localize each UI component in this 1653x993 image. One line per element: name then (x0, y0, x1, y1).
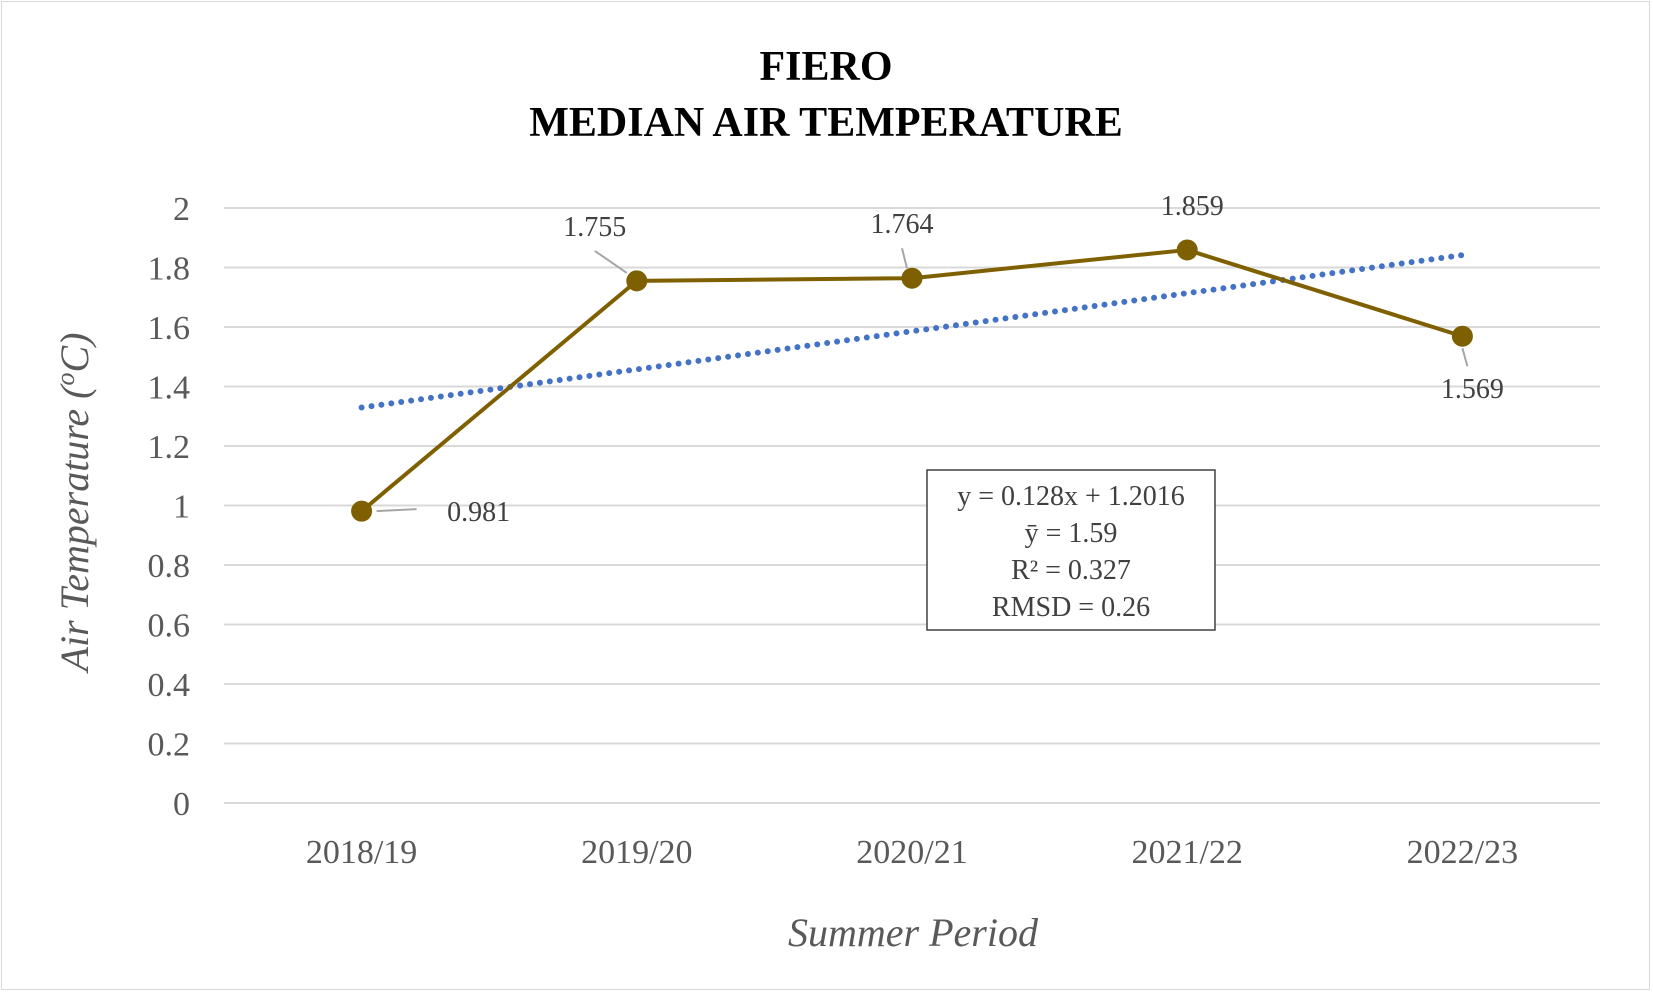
data-label: 1.569 (1441, 374, 1504, 405)
data-label-leaders (376, 247, 1469, 513)
data-label: 0.981 (447, 497, 510, 528)
y-axis-title-sup: o (51, 373, 80, 386)
y-tick-label: 0.4 (148, 667, 191, 704)
chart-title-line-2: MEDIAN AIR TEMPERATURE (529, 100, 1123, 146)
x-tick-label: 2020/21 (856, 834, 967, 871)
stats-box: y = 0.128x + 1.2016 ȳ = 1.59 R² = 0.327 … (926, 469, 1216, 631)
y-tick-label: 0 (173, 786, 190, 823)
chart-title: FIERO MEDIAN AIR TEMPERATURE (529, 44, 1123, 146)
x-tick-labels: 2018/19 2019/20 2020/21 2021/22 2022/23 (306, 834, 1518, 871)
y-tick-label: 0.2 (148, 727, 191, 764)
y-tick-labels: 0 0.2 0.4 0.6 0.8 1 1.2 1.4 1.6 1.8 2 (148, 191, 191, 823)
x-axis-title: Summer Period (788, 910, 1039, 955)
y-tick-label: 1.4 (148, 370, 191, 407)
y-tick-label: 0.8 (148, 548, 191, 585)
y-tick-label: 1.2 (148, 429, 191, 466)
data-point (351, 500, 373, 522)
leader-line (376, 508, 417, 513)
chart-title-line-1: FIERO (759, 44, 892, 90)
data-labels: 0.981 1.755 1.764 1.859 1.569 (447, 191, 1504, 528)
data-point (1176, 239, 1198, 261)
leader-line (1461, 347, 1469, 367)
y-axis-title-unit: C) (52, 333, 97, 373)
x-tick-label: 2022/23 (1407, 834, 1518, 871)
y-tick-label: 2 (173, 191, 190, 228)
leader-line (901, 247, 908, 269)
x-tick-label: 2021/22 (1131, 834, 1242, 871)
y-tick-label: 1.6 (148, 310, 191, 347)
stats-equation: y = 0.128x + 1.2016 (957, 481, 1185, 512)
data-label: 1.764 (871, 209, 934, 240)
y-axis-title: Air Temperature (oC) (51, 333, 98, 675)
data-point (1451, 325, 1473, 347)
data-label: 1.755 (563, 212, 626, 243)
y-tick-label: 1 (173, 489, 190, 526)
stats-rmsd: RMSD = 0.26 (992, 592, 1150, 623)
series-line (360, 247, 1463, 513)
stats-r-squared: R² = 0.327 (1011, 555, 1131, 586)
y-tick-label: 0.6 (148, 608, 191, 645)
x-tick-label: 2019/20 (581, 834, 692, 871)
data-point (901, 267, 923, 289)
x-tick-label: 2018/19 (306, 834, 417, 871)
data-label: 1.859 (1161, 191, 1224, 222)
stats-mean: ȳ = 1.59 (1025, 518, 1118, 549)
leader-line (594, 250, 628, 274)
gridlines (224, 207, 1600, 804)
y-axis-title-main: Air Temperature ( (52, 383, 97, 675)
data-point (626, 270, 648, 292)
series-polyline (360, 247, 1463, 513)
data-markers (351, 239, 1473, 522)
stats-box-border (926, 469, 1216, 631)
y-tick-label: 1.8 (148, 251, 191, 288)
